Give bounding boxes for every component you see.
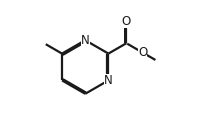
Text: O: O [122, 15, 131, 28]
Text: N: N [104, 74, 113, 87]
Text: O: O [138, 46, 147, 59]
Text: N: N [81, 34, 90, 47]
